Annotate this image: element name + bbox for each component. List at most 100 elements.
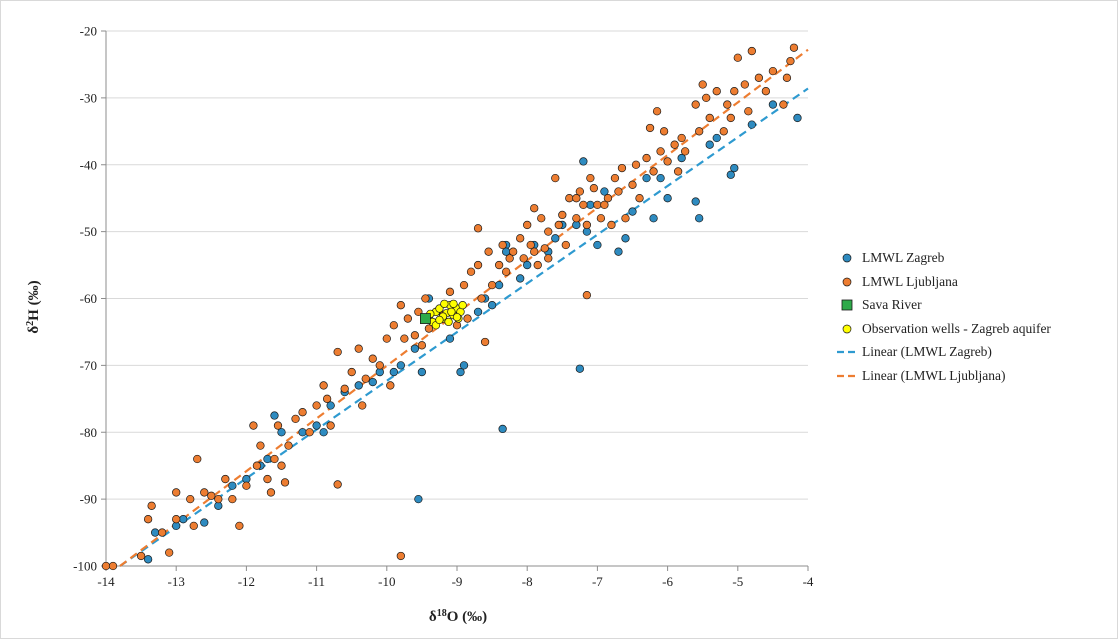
point-lmwl-zagreb bbox=[494, 280, 504, 290]
x-tick-label: -5 bbox=[732, 574, 743, 589]
point-lmwl-ljubljana bbox=[221, 474, 230, 484]
point-sava-river bbox=[420, 313, 431, 324]
point-lmwl-ljubljana bbox=[158, 528, 167, 537]
point-lmwl-zagreb bbox=[621, 234, 630, 243]
point-lmwl-zagreb bbox=[642, 173, 651, 183]
point-lmwl-ljubljana bbox=[463, 314, 472, 323]
point-lmwl-ljubljana bbox=[319, 381, 328, 390]
point-lmwl-ljubljana bbox=[108, 561, 118, 571]
point-lmwl-ljubljana bbox=[614, 187, 623, 196]
point-lmwl-zagreb bbox=[298, 428, 307, 437]
legend-label: LMWL Ljubljana bbox=[862, 273, 958, 289]
point-lmwl-ljubljana bbox=[600, 200, 609, 210]
point-lmwl-ljubljana bbox=[396, 551, 405, 561]
point-lmwl-zagreb bbox=[628, 207, 637, 216]
point-lmwl-ljubljana bbox=[677, 133, 686, 143]
x-tick-label: -4 bbox=[803, 574, 814, 589]
point-lmwl-zagreb bbox=[410, 344, 420, 353]
point-lmwl-ljubljana bbox=[452, 321, 462, 330]
point-lmwl-ljubljana bbox=[459, 280, 469, 290]
point-lmwl-ljubljana bbox=[252, 461, 262, 470]
point-lmwl-ljubljana bbox=[652, 107, 662, 116]
x-tick-label: -11 bbox=[308, 574, 325, 589]
point-lmwl-ljubljana bbox=[487, 280, 497, 290]
legend-label: Linear (LMWL Ljubljana) bbox=[862, 367, 1006, 383]
y-tick-label: -30 bbox=[80, 90, 97, 105]
point-lmwl-zagreb bbox=[695, 214, 704, 223]
point-lmwl-zagreb bbox=[551, 234, 560, 243]
point-observation-wells-zagreb-aquifer bbox=[447, 307, 456, 317]
point-lmwl-ljubljana bbox=[172, 515, 181, 524]
point-lmwl-ljubljana bbox=[744, 107, 753, 116]
point-lmwl-ljubljana bbox=[354, 344, 363, 353]
x-tick-label: -8 bbox=[522, 574, 533, 589]
point-lmwl-ljubljana bbox=[207, 491, 216, 500]
point-lmwl-zagreb bbox=[726, 170, 735, 179]
point-lmwl-ljubljana bbox=[410, 331, 420, 340]
point-lmwl-ljubljana bbox=[747, 46, 756, 56]
y-tick-label: -70 bbox=[80, 358, 97, 373]
point-lmwl-zagreb bbox=[747, 120, 756, 129]
point-lmwl-ljubljana bbox=[322, 394, 332, 403]
x-axis-label: δ18O (‰) bbox=[429, 608, 487, 626]
x-tick-label: -7 bbox=[592, 574, 603, 589]
point-lmwl-ljubljana bbox=[382, 334, 391, 343]
point-lmwl-ljubljana bbox=[730, 87, 739, 96]
point-lmwl-ljubljana bbox=[480, 337, 490, 347]
point-lmwl-ljubljana bbox=[421, 294, 430, 303]
y-tick-label: -60 bbox=[80, 291, 97, 306]
legend-label: Linear (LMWL Zagreb) bbox=[862, 344, 992, 359]
point-lmwl-zagreb bbox=[414, 494, 423, 504]
point-lmwl-ljubljana bbox=[649, 167, 658, 176]
point-lmwl-ljubljana bbox=[147, 501, 156, 510]
point-lmwl-zagreb bbox=[656, 173, 665, 183]
point-lmwl-ljubljana bbox=[501, 267, 511, 276]
point-lmwl-ljubljana bbox=[621, 214, 630, 223]
point-lmwl-ljubljana bbox=[347, 367, 356, 377]
point-lmwl-zagreb bbox=[277, 428, 286, 437]
point-lmwl-ljubljana bbox=[498, 240, 507, 250]
point-lmwl-zagreb bbox=[473, 307, 483, 317]
point-lmwl-ljubljana bbox=[596, 214, 606, 223]
point-lmwl-zagreb bbox=[663, 194, 672, 203]
point-lmwl-ljubljana bbox=[484, 247, 493, 256]
point-lmwl-ljubljana bbox=[565, 194, 574, 203]
point-lmwl-ljubljana bbox=[417, 341, 427, 350]
point-lmwl-ljubljana bbox=[189, 521, 198, 531]
point-lmwl-ljubljana bbox=[235, 521, 244, 531]
legend-item-lmwl-ljubljana: LMWL Ljubljana bbox=[836, 270, 1114, 294]
point-lmwl-ljubljana bbox=[263, 474, 272, 484]
point-lmwl-zagreb bbox=[691, 197, 700, 206]
point-observation-wells-zagreb-aquifer bbox=[449, 299, 458, 309]
x-tick-label: -6 bbox=[662, 574, 673, 589]
point-lmwl-zagreb bbox=[445, 334, 455, 343]
point-lmwl-zagreb bbox=[396, 361, 405, 370]
point-lmwl-ljubljana bbox=[228, 494, 237, 504]
point-lmwl-ljubljana bbox=[663, 157, 672, 166]
point-lmwl-zagreb bbox=[487, 301, 497, 310]
point-lmwl-ljubljana bbox=[754, 73, 764, 82]
point-lmwl-ljubljana bbox=[523, 220, 532, 230]
point-lmwl-ljubljana bbox=[719, 127, 728, 136]
x-tick-label: -9 bbox=[452, 574, 463, 589]
point-lmwl-ljubljana bbox=[358, 401, 367, 410]
point-lmwl-ljubljana bbox=[186, 494, 195, 504]
point-lmwl-zagreb bbox=[389, 367, 398, 377]
legend-item-sava-river: Sava River bbox=[836, 293, 1114, 317]
point-lmwl-ljubljana bbox=[659, 127, 669, 136]
point-lmwl-ljubljana bbox=[628, 180, 637, 189]
point-lmwl-ljubljana bbox=[143, 515, 153, 524]
point-lmwl-ljubljana bbox=[779, 100, 788, 109]
point-lmwl-zagreb bbox=[523, 260, 532, 270]
point-lmwl-ljubljana bbox=[172, 488, 181, 497]
point-lmwl-ljubljana bbox=[200, 488, 209, 497]
point-lmwl-ljubljana bbox=[242, 481, 251, 490]
point-lmwl-ljubljana bbox=[256, 441, 265, 450]
point-lmwl-ljubljana bbox=[582, 291, 592, 300]
legend-label: Observation wells - Zagreb aquifer bbox=[862, 320, 1051, 336]
point-lmwl-ljubljana bbox=[673, 167, 683, 176]
point-lmwl-ljubljana bbox=[740, 80, 749, 89]
x-tick-label: -12 bbox=[238, 574, 255, 589]
point-lmwl-ljubljana bbox=[582, 220, 592, 230]
point-lmwl-zagreb bbox=[179, 515, 188, 524]
